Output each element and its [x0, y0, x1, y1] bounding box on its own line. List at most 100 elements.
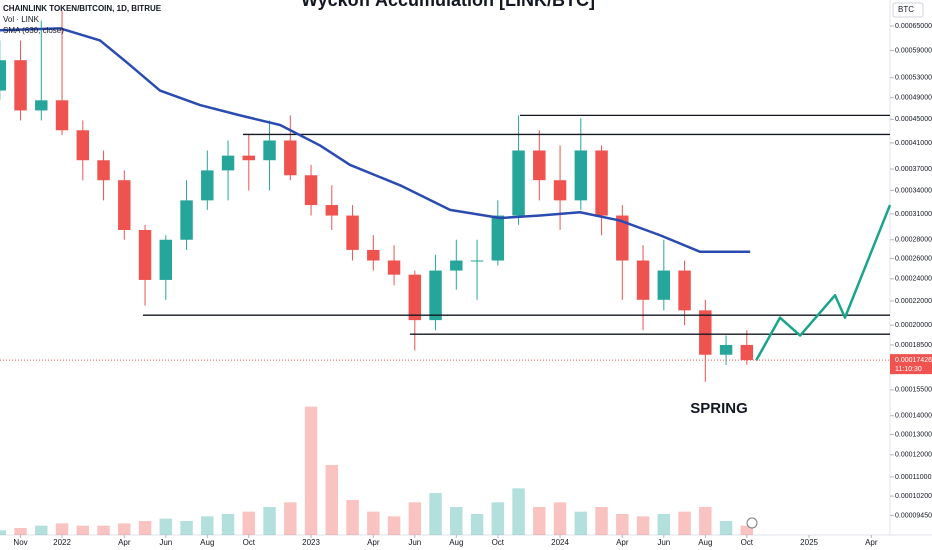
x-tick-label: Apr [865, 538, 878, 547]
candle-body [35, 100, 48, 111]
sma-line [0, 27, 751, 254]
volume-bar [118, 523, 131, 535]
candle-body [97, 160, 110, 181]
volume-bar [491, 502, 505, 535]
candle-body [533, 150, 546, 181]
y-tick-label: 0.00009450 [895, 512, 932, 519]
x-tick-label: Jun [408, 538, 421, 547]
candle-body [429, 270, 442, 321]
plot [0, 10, 892, 535]
x-tick-label: Oct [492, 538, 505, 547]
x-tick-label: 2025 [800, 538, 818, 547]
candle-body [699, 310, 712, 355]
volume-bar [450, 507, 463, 535]
candle-body [325, 205, 339, 216]
x-tick-label: Apr [367, 538, 380, 547]
candle-body [55, 100, 69, 131]
y-tick-label: 0.00053000 [895, 75, 932, 82]
volume-bar [55, 523, 69, 535]
y-tick-label: 0.00011000 [895, 474, 932, 481]
y-tick-label: 0.00028000 [895, 237, 932, 244]
currency-box[interactable] [892, 2, 924, 18]
x-tick-label: Jun [159, 538, 172, 547]
x-tick-label: Apr [616, 538, 629, 547]
volume-bar [35, 525, 48, 535]
last-price-box [890, 354, 932, 375]
last-price-label: 0.00017426 [895, 357, 932, 364]
x-tick-label: Aug [698, 538, 712, 547]
candle-body [180, 200, 193, 240]
candle-body [408, 274, 422, 321]
y-tick-label: 0.00022000 [895, 298, 932, 305]
volume-bar [636, 516, 650, 535]
candle-body [574, 150, 588, 201]
x-tick-label: Nov [13, 538, 27, 547]
volume-bar [678, 511, 691, 535]
volume-bar [14, 528, 27, 535]
y-tick-label: 0.00031000 [895, 211, 932, 218]
candle-body [221, 155, 235, 171]
lock-icon[interactable] [746, 517, 758, 529]
volume-bar [595, 507, 608, 535]
volume-bar [201, 516, 214, 535]
y-tick-label: 0.00013000 [895, 431, 932, 438]
x-tick-label: 2024 [551, 538, 569, 547]
y-tick-label: 0.00018500 [895, 342, 932, 349]
volume-bar [512, 488, 525, 535]
volume-bar [719, 521, 733, 535]
candle-body [14, 60, 27, 111]
volume-bar [616, 514, 629, 535]
volume-bar [408, 502, 422, 535]
volume-bar [553, 502, 567, 535]
countdown: 11:10:30 [895, 366, 922, 373]
volume-bar [138, 521, 152, 535]
candle-body [616, 215, 629, 261]
candle-body [470, 260, 484, 262]
sma-label: SMA (630, close) [3, 26, 64, 35]
candle-body [76, 130, 90, 161]
candle-body [138, 229, 152, 280]
y-tick-label: 0.00059000 [895, 47, 932, 54]
volume-bar [242, 511, 256, 535]
candle-body [159, 239, 173, 280]
y-tick-label: 0.00015500 [895, 387, 932, 394]
candle-body [740, 344, 754, 361]
candle-body [304, 175, 318, 206]
volume-bar [470, 514, 484, 535]
x-tick-label: 2022 [53, 538, 71, 547]
volume-bar [221, 514, 235, 535]
volume-bar [657, 514, 671, 535]
volume-bar [325, 465, 339, 535]
candle-body [450, 260, 463, 271]
candle-body [242, 155, 256, 161]
candle-body [553, 180, 567, 201]
volume-bar [699, 507, 712, 535]
volume-bar [0, 530, 7, 535]
x-tick-label: Aug [449, 538, 463, 547]
x-tick-label: Apr [118, 538, 131, 547]
y-tick-label: 0.00041000 [895, 140, 932, 147]
x-tick-label: Oct [741, 538, 754, 547]
y-tick-label: 0.00020000 [895, 322, 932, 329]
volume-bar [180, 521, 193, 535]
x-tick-label: 2023 [302, 538, 320, 547]
annotation: SPRING [690, 400, 748, 417]
candle-body [118, 180, 131, 230]
volume-bar [367, 511, 380, 535]
volume-bar [284, 502, 297, 535]
candle-body [201, 170, 214, 201]
candle-body [595, 150, 608, 216]
y-tick-label: 0.00024000 [895, 276, 932, 283]
volume-label: Vol · LINK [3, 15, 40, 24]
volume-bar [97, 525, 110, 535]
candle-body [678, 270, 691, 311]
candle-body [512, 150, 525, 216]
volume-bar [346, 500, 359, 535]
y-tick-label: 0.00034000 [895, 187, 932, 194]
x-tick-label: Aug [200, 538, 214, 547]
projection-line [755, 204, 892, 362]
candle-body [657, 270, 671, 300]
y-tick-label: 0.00010200 [895, 493, 932, 500]
y-tick-label: 0.00026000 [895, 255, 932, 262]
volume-bar [304, 406, 318, 535]
